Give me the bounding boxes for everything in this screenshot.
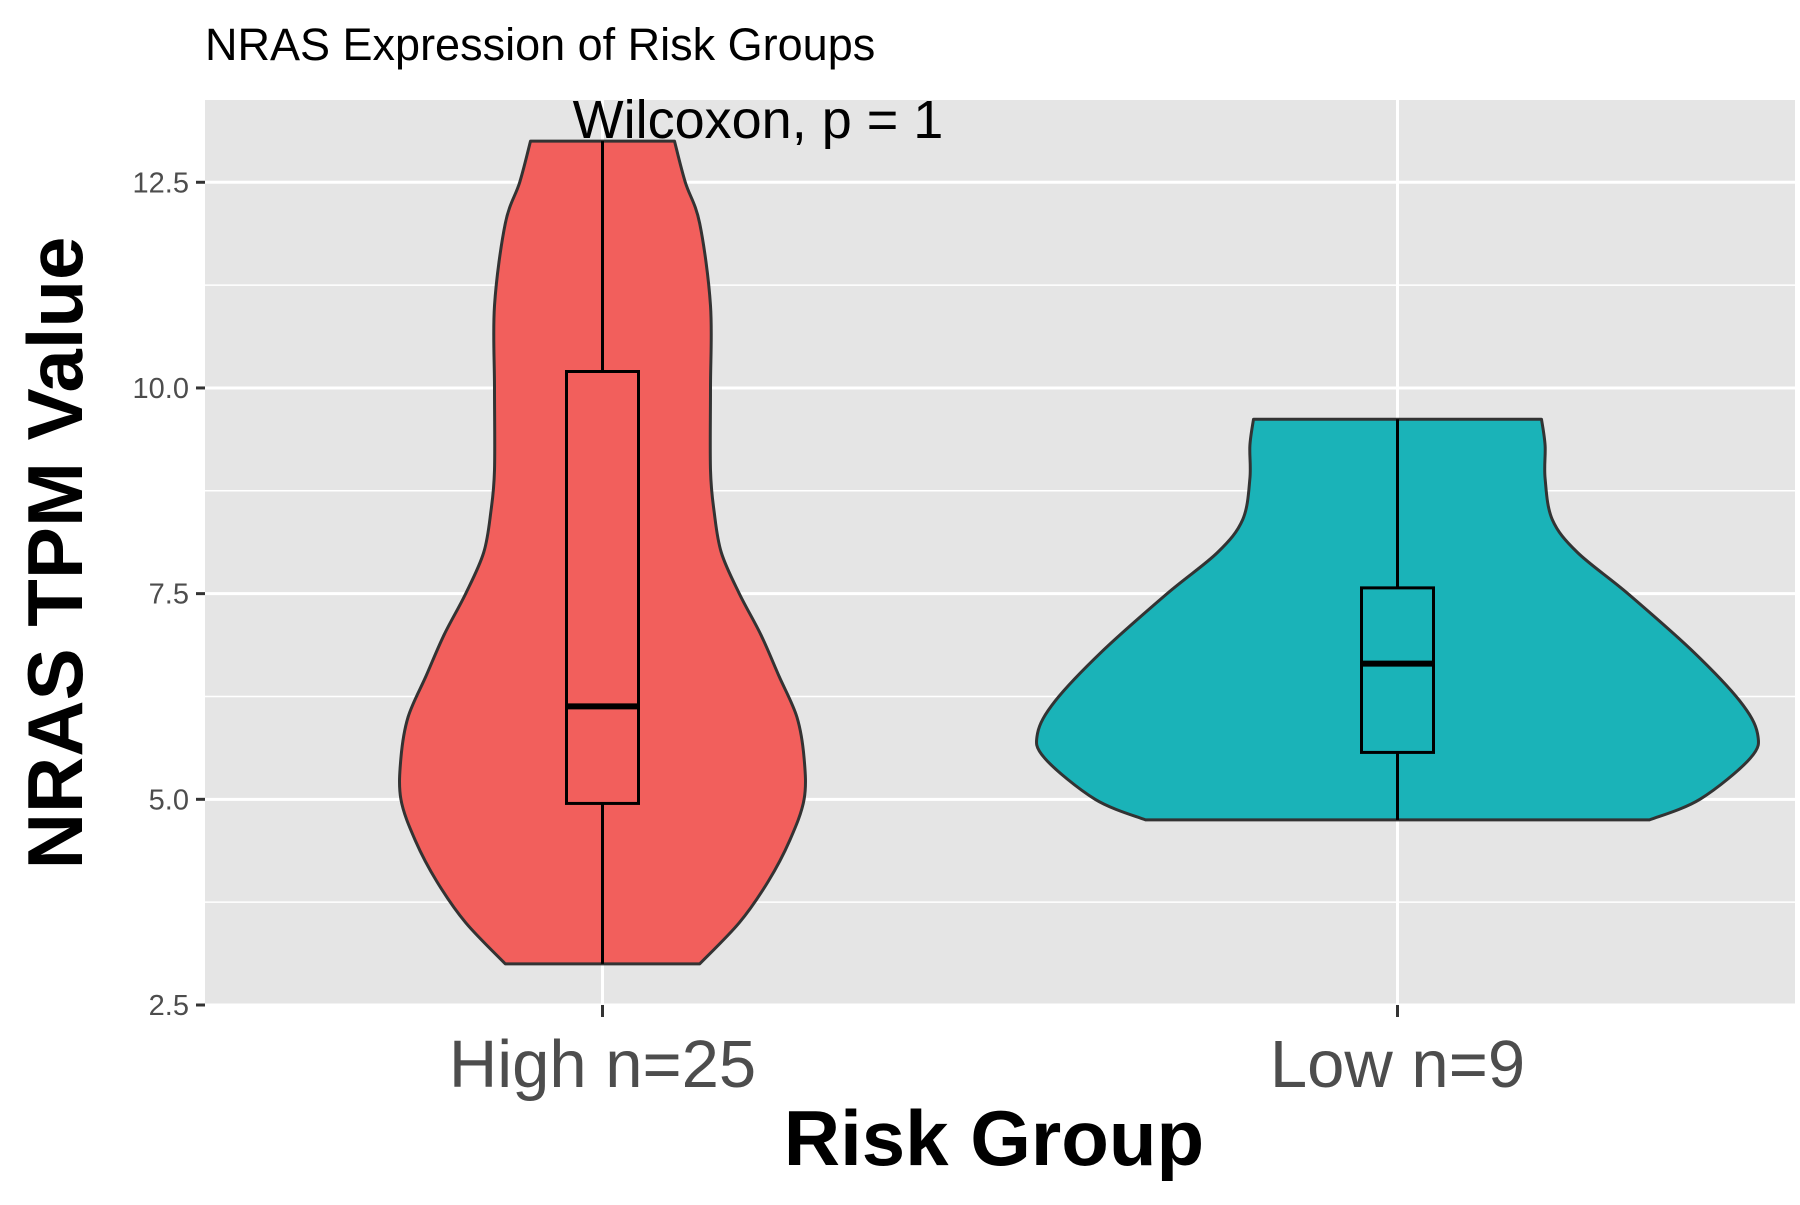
- boxplots: [565, 141, 1435, 964]
- y-axis-label: NRAS TPM Value: [11, 237, 99, 870]
- chart-title: NRAS Expression of Risk Groups: [205, 19, 875, 70]
- x-axis-label: Risk Group: [784, 1094, 1204, 1182]
- y-tick-label: 2.5: [149, 990, 189, 1022]
- boxplot-box: [565, 370, 640, 805]
- x-tick-label: Low n=9: [1270, 1027, 1525, 1102]
- y-tick-label: 5.0: [149, 784, 189, 816]
- y-tick-label: 10.0: [133, 373, 189, 405]
- x-tick-label: High n=25: [449, 1027, 756, 1102]
- y-tick-label: 7.5: [149, 579, 189, 611]
- boxplot-box: [1360, 586, 1435, 754]
- axes: 2.5 5.0 7.5 10.0 12.5 High n=25 Low n=9: [133, 167, 1526, 1102]
- wilcoxon-annotation: Wilcoxon, p = 1: [573, 90, 944, 150]
- y-tick-label: 12.5: [133, 167, 189, 199]
